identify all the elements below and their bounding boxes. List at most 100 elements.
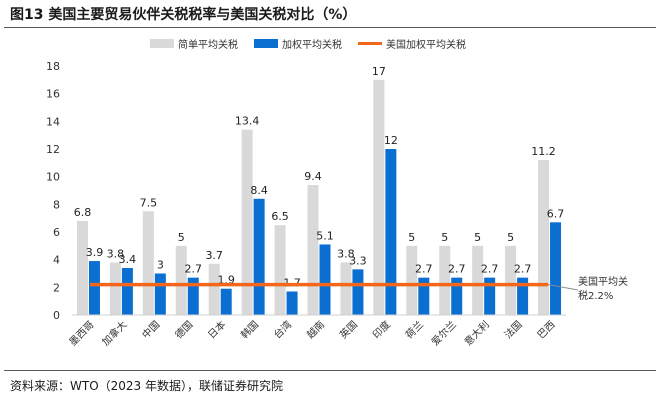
bar-weighted	[352, 269, 364, 315]
bar-weighted	[220, 288, 232, 315]
bar-simple	[439, 245, 451, 315]
legend-item-weighted: 加权平均关税	[254, 36, 342, 51]
bar-weighted	[484, 277, 496, 315]
y-tick-label: 12	[46, 143, 60, 156]
bar-simple	[538, 160, 550, 315]
category-label: 中国	[139, 318, 162, 341]
y-tick-label: 10	[46, 171, 60, 184]
data-label-weighted: 3.9	[86, 246, 104, 259]
category-label: 荷兰	[403, 318, 426, 341]
bar-weighted	[154, 273, 166, 315]
annotation-line-1: 美国平均关	[578, 277, 628, 288]
bar-weighted	[319, 244, 331, 315]
category-label: 巴西	[535, 319, 558, 342]
bar-weighted	[451, 277, 463, 315]
legend-swatch-simple	[150, 39, 174, 48]
top-rule	[4, 27, 656, 28]
bottom-rule	[4, 370, 656, 371]
bar-weighted	[187, 277, 199, 315]
bar-simple	[406, 245, 418, 315]
category-label: 英国	[337, 318, 360, 341]
data-label-weighted: 3.4	[119, 253, 137, 266]
bar-weighted	[88, 261, 100, 315]
bar-simple	[472, 245, 484, 315]
data-label-weighted: 8.4	[250, 184, 268, 197]
category-label: 加拿大	[99, 318, 129, 348]
category-label: 印度	[370, 318, 393, 341]
category-label: 越南	[304, 318, 327, 341]
legend-swatch-us	[358, 42, 382, 45]
figure-title: 图13 美国主要贸易伙伴关税税率与美国关税对比（%）	[10, 7, 357, 23]
data-label-simple: 5	[408, 231, 415, 244]
annotation-line-2: 税2.2%	[578, 291, 614, 302]
category-label: 日本	[205, 318, 228, 341]
data-label-simple: 3.8	[337, 247, 355, 260]
category-label: 韩国	[238, 318, 261, 341]
data-label-weighted: 2.7	[514, 263, 532, 276]
category-label: 台湾	[271, 318, 294, 341]
y-tick-label: 6	[53, 226, 60, 239]
bar-simple	[373, 79, 385, 315]
legend-label-weighted: 加权平均关税	[282, 40, 342, 51]
category-label: 德国	[172, 318, 195, 341]
bar-weighted	[253, 198, 265, 315]
data-label-simple: 11.2	[531, 145, 556, 158]
bar-simple	[109, 262, 121, 315]
data-label-simple: 6.5	[271, 210, 289, 223]
y-tick-label: 18	[46, 60, 60, 73]
data-label-simple: 5	[441, 231, 448, 244]
legend-label-us: 美国加权平均关税	[386, 40, 466, 51]
data-label-weighted: 6.7	[547, 207, 565, 220]
bar-simple	[274, 225, 286, 315]
y-tick-label: 0	[53, 309, 60, 322]
data-label-weighted: 3	[157, 259, 164, 272]
bar-simple	[307, 184, 319, 315]
data-label-simple: 9.4	[304, 170, 322, 183]
y-tick-label: 4	[53, 254, 60, 267]
us-average-annotation: 美国平均关 税2.2%	[578, 276, 628, 304]
y-tick-label: 2	[53, 281, 60, 294]
bar-weighted	[121, 267, 133, 315]
bar-simple	[76, 220, 88, 315]
bar-simple	[142, 211, 154, 315]
y-tick-label: 8	[53, 198, 60, 211]
bar-weighted	[418, 277, 430, 315]
y-tick-label: 14	[46, 115, 60, 128]
bar-simple	[241, 129, 253, 315]
category-label: 法国	[501, 318, 524, 341]
data-label-weighted: 2.7	[185, 263, 203, 276]
bar-simple	[505, 245, 517, 315]
data-label-simple: 3.7	[205, 249, 223, 262]
bar-simple	[340, 262, 352, 315]
data-label-weighted: 2.7	[448, 263, 466, 276]
annotation-leader	[547, 284, 579, 291]
data-label-simple: 7.5	[140, 196, 158, 209]
legend-item-us: 美国加权平均关税	[358, 36, 466, 51]
bar-weighted	[550, 222, 562, 315]
legend-swatch-weighted	[254, 39, 278, 48]
data-label-simple: 17	[372, 65, 386, 78]
data-label-simple: 5	[507, 231, 514, 244]
bar-simple	[175, 245, 187, 315]
legend-item-simple: 简单平均关税	[150, 36, 238, 51]
bar-weighted	[385, 149, 397, 315]
bar-simple	[208, 263, 220, 315]
data-label-simple: 3.8	[107, 247, 125, 260]
data-label-weighted: 5.1	[316, 229, 334, 242]
data-label-weighted: 12	[384, 134, 398, 147]
category-label: 墨西哥	[67, 319, 97, 349]
category-label: 意大利	[461, 318, 491, 348]
legend: 简单平均关税 加权平均关税 美国加权平均关税	[150, 36, 466, 51]
source-note: 资料来源：WTO（2023 年数据），联储证券研究院	[10, 379, 283, 393]
data-label-simple: 5	[474, 231, 481, 244]
data-label-weighted: 2.7	[481, 263, 499, 276]
bar-weighted	[517, 277, 529, 315]
data-label-weighted: 3.3	[349, 254, 367, 267]
legend-label-simple: 简单平均关税	[178, 40, 238, 51]
bar-weighted	[286, 291, 298, 315]
data-label-weighted: 2.7	[415, 263, 433, 276]
data-label-simple: 13.4	[235, 115, 260, 128]
category-label: 爱尔兰	[428, 318, 458, 348]
y-tick-label: 16	[46, 88, 60, 101]
